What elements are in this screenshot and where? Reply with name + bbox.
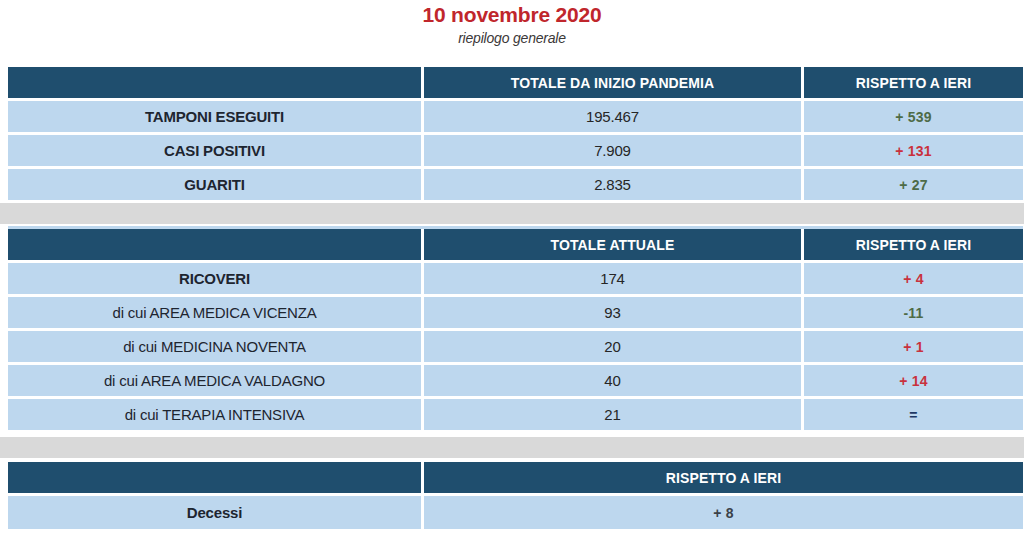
table-row-tamponi: TAMPONI ESEGUITI 195.467 + 539: [8, 101, 1023, 132]
row-label-cell: CASI POSITIVI: [8, 135, 421, 166]
header-label: TOTALE ATTUALE: [551, 237, 675, 253]
row-delta: + 14: [899, 373, 927, 389]
table3-header-row: RISPETTO A IERI: [8, 462, 1023, 493]
table-row-area-medica-valdagno: di cui AREA MEDICA VALDAGNO 40 + 14: [8, 365, 1023, 396]
table-row-terapia-intensiva: di cui TERAPIA INTENSIVA 21 =: [8, 399, 1023, 430]
table-row-decessi: Decessi + 8: [8, 496, 1023, 529]
row-value-cell: 21: [424, 399, 801, 430]
table2-header-rispetto-ieri: RISPETTO A IERI: [804, 229, 1023, 260]
row-delta-cell: + 539: [804, 101, 1023, 132]
row-delta: + 1: [903, 339, 923, 355]
row-delta: + 131: [895, 143, 931, 159]
row-delta-cell: + 14: [804, 365, 1023, 396]
summary-content: TOTALE DA INIZIO PANDEMIA RISPETTO A IER…: [8, 67, 1023, 529]
table1-header-empty-cell: [8, 67, 421, 98]
row-label-cell: Decessi: [8, 496, 421, 529]
page-subtitle: riepilogo generale: [0, 30, 1024, 46]
row-value-cell: 174: [424, 263, 801, 294]
table-row-ricoveri: RICOVERI 174 + 4: [8, 263, 1023, 294]
row-label: di cui MEDICINA NOVENTA: [123, 338, 306, 355]
row-delta-cell: -11: [804, 297, 1023, 328]
row-value-cell: 195.467: [424, 101, 801, 132]
spacer-band: [0, 437, 1024, 458]
row-label: Decessi: [187, 504, 242, 521]
row-value-cell: 93: [424, 297, 801, 328]
row-label: RICOVERI: [179, 270, 250, 287]
table-row-guariti: GUARITI 2.835 + 27: [8, 169, 1023, 200]
row-label: di cui AREA MEDICA VALDAGNO: [104, 372, 325, 389]
row-delta: + 539: [895, 109, 931, 125]
row-label-cell: GUARITI: [8, 169, 421, 200]
row-label: GUARITI: [184, 176, 244, 193]
row-value: 20: [604, 338, 620, 355]
row-label: TAMPONI ESEGUITI: [145, 108, 284, 125]
row-label-cell: di cui MEDICINA NOVENTA: [8, 331, 421, 362]
row-delta: + 8: [713, 505, 733, 521]
header-label: RISPETTO A IERI: [856, 237, 971, 253]
row-value-cell: 2.835: [424, 169, 801, 200]
row-delta-cell: + 131: [804, 135, 1023, 166]
table2-header-row: TOTALE ATTUALE RISPETTO A IERI: [8, 229, 1023, 260]
header-label: RISPETTO A IERI: [666, 470, 781, 486]
row-label-cell: di cui AREA MEDICA VICENZA: [8, 297, 421, 328]
row-label-cell: di cui AREA MEDICA VALDAGNO: [8, 365, 421, 396]
table2-header-totale-attuale: TOTALE ATTUALE: [424, 229, 801, 260]
row-label: di cui AREA MEDICA VICENZA: [112, 304, 316, 321]
header-label: RISPETTO A IERI: [856, 75, 971, 91]
row-delta: + 27: [899, 177, 927, 193]
row-delta: =: [909, 407, 917, 423]
table2-header-empty-cell: [8, 229, 421, 260]
spacer-band: [0, 203, 1024, 224]
table1-header-totale-pandemia: TOTALE DA INIZIO PANDEMIA: [424, 67, 801, 98]
table-totali-pandemia: TOTALE DA INIZIO PANDEMIA RISPETTO A IER…: [8, 67, 1023, 200]
table3-header-rispetto-ieri: RISPETTO A IERI: [424, 462, 1023, 493]
row-label-cell: di cui TERAPIA INTENSIVA: [8, 399, 421, 430]
row-delta-cell: + 8: [424, 496, 1023, 529]
table-totale-attuale: TOTALE ATTUALE RISPETTO A IERI RICOVERI …: [8, 229, 1023, 430]
table-decessi: RISPETTO A IERI Decessi + 8: [8, 462, 1023, 529]
row-value-cell: 40: [424, 365, 801, 396]
row-delta-cell: + 4: [804, 263, 1023, 294]
table-row-area-medica-vicenza: di cui AREA MEDICA VICENZA 93 -11: [8, 297, 1023, 328]
row-delta-cell: + 1: [804, 331, 1023, 362]
table-row-medicina-noventa: di cui MEDICINA NOVENTA 20 + 1: [8, 331, 1023, 362]
row-label-cell: TAMPONI ESEGUITI: [8, 101, 421, 132]
table3-header-empty-cell: [8, 462, 421, 493]
table1-header-rispetto-ieri: RISPETTO A IERI: [804, 67, 1023, 98]
row-delta: -11: [903, 305, 923, 321]
row-value: 40: [604, 372, 620, 389]
table-row-casi-positivi: CASI POSITIVI 7.909 + 131: [8, 135, 1023, 166]
row-delta: + 4: [903, 271, 923, 287]
row-value-cell: 20: [424, 331, 801, 362]
row-value-cell: 7.909: [424, 135, 801, 166]
row-delta-cell: =: [804, 399, 1023, 430]
row-value: 174: [600, 270, 624, 287]
row-value: 7.909: [594, 142, 631, 159]
row-label: di cui TERAPIA INTENSIVA: [125, 406, 305, 423]
header-label: TOTALE DA INIZIO PANDEMIA: [511, 75, 714, 91]
slide-title-block: 10 novembre 2020 riepilogo generale: [0, 0, 1024, 67]
page-title: 10 novembre 2020: [0, 3, 1024, 27]
row-value: 21: [604, 406, 620, 423]
row-value: 195.467: [586, 108, 639, 125]
row-label-cell: RICOVERI: [8, 263, 421, 294]
row-label: CASI POSITIVI: [164, 142, 265, 159]
row-delta-cell: + 27: [804, 169, 1023, 200]
row-value: 2.835: [594, 176, 631, 193]
row-value: 93: [604, 304, 620, 321]
table1-header-row: TOTALE DA INIZIO PANDEMIA RISPETTO A IER…: [8, 67, 1023, 98]
